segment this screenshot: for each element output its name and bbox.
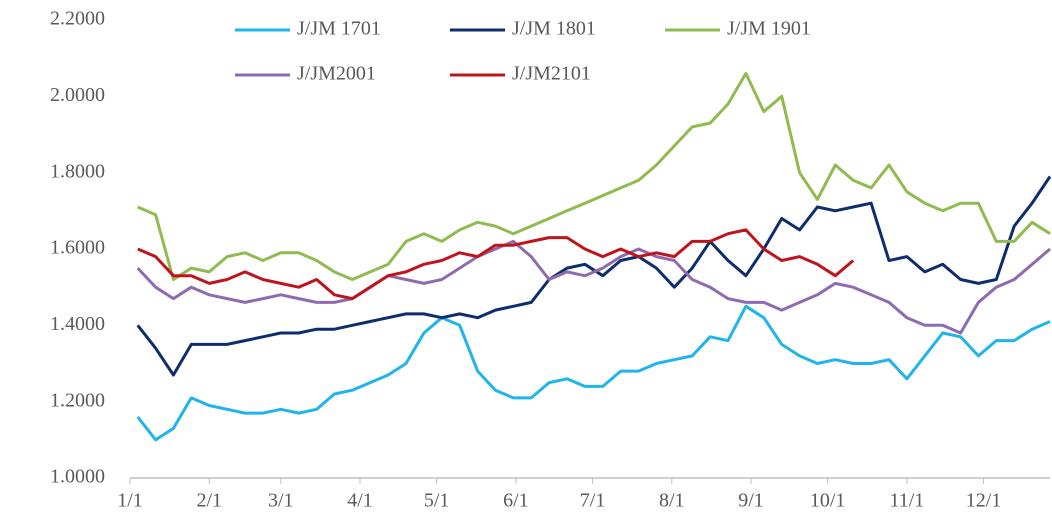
y-tick-label: 1.8000 xyxy=(50,160,105,182)
y-tick-label: 2.0000 xyxy=(50,84,105,106)
y-tick-label: 1.6000 xyxy=(50,237,105,259)
x-tick-label: 3/1 xyxy=(268,490,294,512)
series-line xyxy=(137,228,855,301)
x-tick-label: 10/1 xyxy=(810,490,846,512)
x-tick-label: 2/1 xyxy=(196,490,222,512)
x-tick-label: 6/1 xyxy=(503,490,529,512)
y-tick-label: 1.2000 xyxy=(50,389,105,411)
series-line xyxy=(137,71,1051,281)
x-tick-label: 8/1 xyxy=(659,490,685,512)
x-tick-label: 11/1 xyxy=(889,490,924,512)
x-tick-label: 4/1 xyxy=(347,490,373,512)
x-tick-label: 1/1 xyxy=(117,490,143,512)
legend-label: J/JM 1901 xyxy=(727,18,811,40)
y-tick-label: 2.2000 xyxy=(50,8,105,30)
legend-label: J/JM 1701 xyxy=(297,18,381,40)
legend-label: J/JM2101 xyxy=(512,63,591,85)
y-tick-label: 1.4000 xyxy=(50,313,105,335)
x-tick-label: 7/1 xyxy=(580,490,606,512)
legend-label: J/JM 1801 xyxy=(512,18,596,40)
series-line xyxy=(136,239,1051,335)
series-line xyxy=(136,175,1052,377)
x-tick-label: 12/1 xyxy=(966,490,1002,512)
x-tick-label: 9/1 xyxy=(738,490,764,512)
legend-label: J/JM2001 xyxy=(297,63,376,85)
y-tick-label: 1.0000 xyxy=(50,466,105,488)
x-tick-label: 5/1 xyxy=(424,490,450,512)
series-line xyxy=(136,304,1051,442)
